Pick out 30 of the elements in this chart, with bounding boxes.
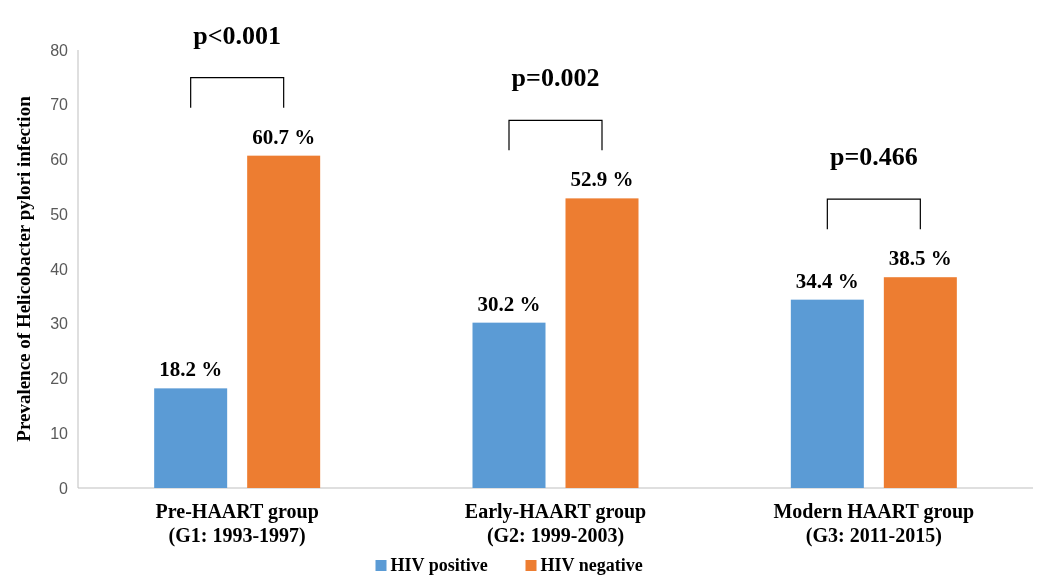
annotation: p=0.466 <box>829 142 918 172</box>
bar <box>154 388 228 488</box>
x-tick-label: Early-HAART group (G2: 1999-2003) <box>464 500 647 547</box>
y-tick-label: 30 <box>50 315 69 333</box>
y-axis-title: Prevalence of Helicobacter pylori infection <box>13 95 34 442</box>
data-label: 18.2 % <box>159 357 223 382</box>
legend-label: HIV negative <box>540 555 643 575</box>
legend-label: HIV positive <box>390 555 488 575</box>
y-tick-label: 20 <box>50 370 69 388</box>
data-label: 34.4 % <box>795 268 859 293</box>
y-tick-label: 0 <box>59 479 69 497</box>
y-tick-label: 50 <box>50 205 69 223</box>
bar <box>247 155 321 488</box>
data-label: 38.5 % <box>888 246 952 271</box>
bar <box>565 198 639 488</box>
x-tick-label: Modern HAART group (G3: 2011-2015) <box>773 500 975 547</box>
annotation: p=0.002 <box>511 63 600 93</box>
x-tick-label: Pre-HAART group (G1: 1993-1997) <box>155 500 319 547</box>
data-label: 52.9 % <box>570 167 634 192</box>
y-tick-label: 70 <box>50 96 69 114</box>
data-label: 30.2 % <box>477 291 541 316</box>
data-label: 60.7 % <box>252 124 316 149</box>
text: p<0.001 <box>193 20 282 50</box>
bar <box>883 277 957 488</box>
y-tick-label: 80 <box>50 41 69 59</box>
bar <box>790 299 864 488</box>
bar <box>472 322 546 488</box>
y-tick-label: 60 <box>50 151 69 169</box>
y-tick-label: 10 <box>50 424 69 442</box>
y-tick-label: 40 <box>50 260 69 278</box>
